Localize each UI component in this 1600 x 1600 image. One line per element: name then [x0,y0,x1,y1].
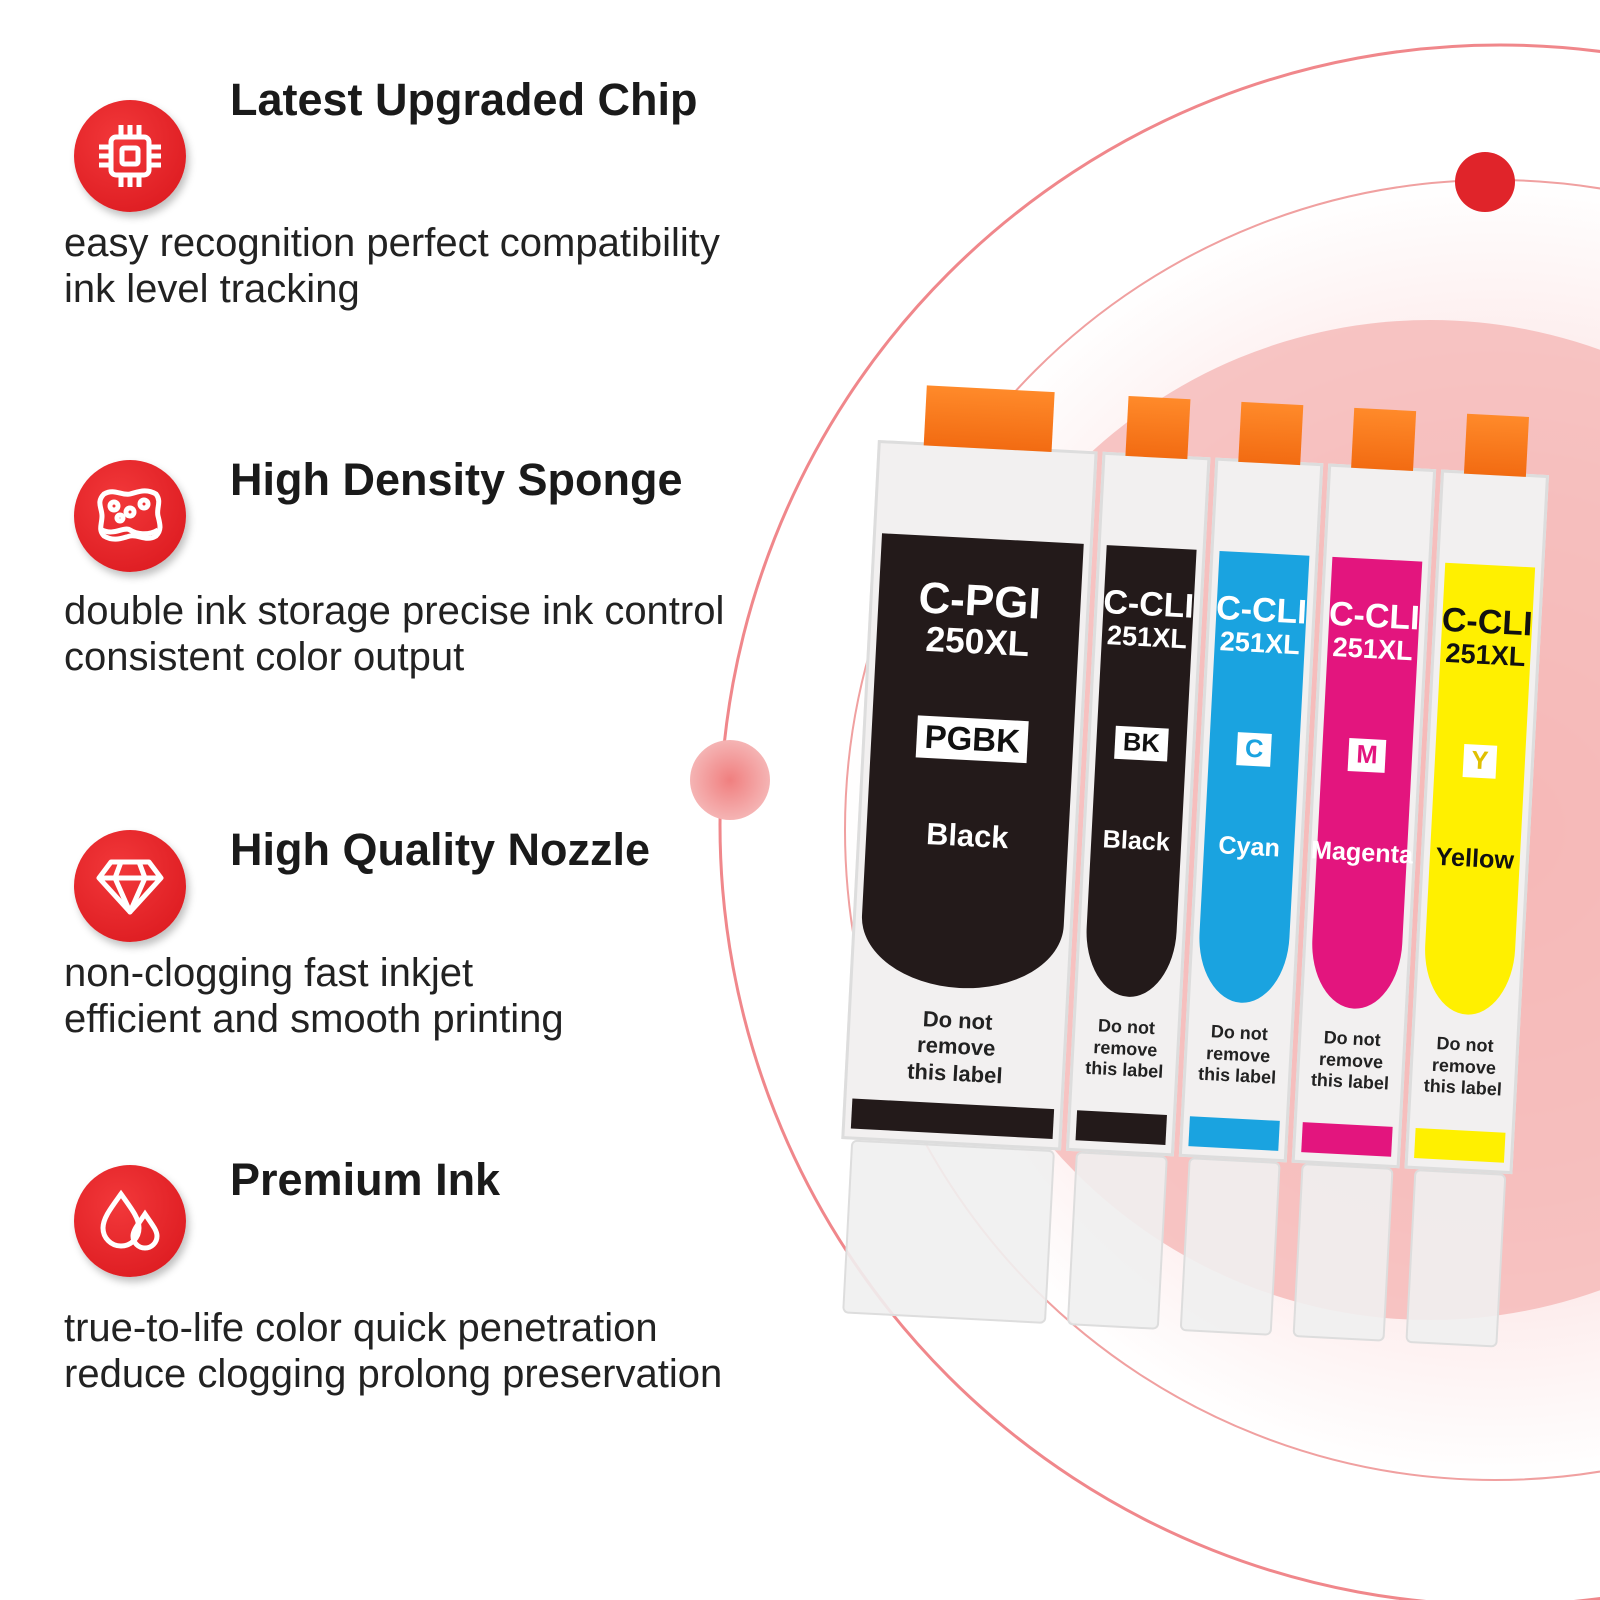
description-line: non-clogging fast inkjet [64,951,474,995]
cartridge-color-name: Black [1101,825,1171,857]
cartridge-code: M [1347,738,1387,773]
cartridge-base [1179,1157,1281,1336]
feature-title: High Quality Nozzle [230,824,651,875]
ink-drops-icon [74,1165,186,1277]
feature-title: High Density Sponge [230,454,683,505]
feature-title: Premium Ink [230,1154,501,1205]
background-ring [718,43,1600,1600]
warning-line: this label [1423,1075,1503,1100]
cartridge-bottom-band [1414,1128,1506,1163]
cartridge-bottom-band [1301,1122,1393,1157]
chip-icon [74,100,186,212]
cartridge-code: Y [1462,744,1498,779]
feature-description: true-to-life color quick penetration redu… [64,1305,722,1397]
cartridge-bottom-band [850,1098,1055,1140]
model-line: 251XL [1106,618,1188,655]
cartridge-model: C-CLI 251XL [1321,595,1426,667]
description-line: consistent color output [64,635,465,679]
cartridge-set: C-PGI 250XL PGBK Black Do not remove this l… [830,385,1569,1385]
cartridge-model: C-CLI 251XL [1095,583,1200,655]
description-line: reduce clogging prolong preservation [64,1352,723,1396]
cartridge-base [1405,1169,1507,1348]
cartridge-warning: Do not remove this label [1073,1014,1178,1084]
feature-title: Latest Upgraded Chip [230,74,698,125]
cartridge-color-name: Cyan [1217,831,1281,863]
description-line: easy recognition perfect compatibility [64,221,720,265]
cartridge-base [1292,1163,1394,1342]
model-line: 251XL [1331,630,1414,666]
cartridge-code: C [1236,732,1273,767]
cartridge-clip [1351,407,1416,471]
warning-line: this label [1084,1057,1164,1082]
cartridge-warning: Do not remove this label [1298,1026,1403,1096]
cartridge-bottom-band [1075,1110,1167,1145]
cartridge-base [1066,1151,1168,1330]
cartridge-warning: Do not remove this label [847,1002,1065,1092]
cartridge-color-name: Magenta [1310,836,1414,870]
decorative-dot [690,740,770,820]
description-line: double ink storage precise ink control [64,589,725,633]
cartridge-code: BK [1114,725,1169,762]
warning-line: this label [1197,1063,1277,1088]
cartridge-clip [923,385,1055,453]
model-line: 251XL [1444,636,1527,672]
cartridge-warning: Do not remove this label [1411,1032,1516,1102]
feature-description: double ink storage precise ink control co… [64,588,724,680]
cartridge-model: C-CLI 251XL [1208,589,1313,661]
description-line: ink level tracking [64,267,360,311]
feature-description: easy recognition perfect compatibility in… [64,220,720,312]
cartridge-code: PGBK [915,715,1030,764]
description-line: true-to-life color quick penetration [64,1306,658,1350]
model-line: 251XL [1219,624,1301,660]
cartridge-clip [1238,401,1303,466]
cartridge-warning: Do not remove this label [1186,1020,1291,1090]
decorative-dot [1455,152,1515,212]
feature-description: non-clogging fast inkjet efficient and sm… [64,950,564,1042]
warning-line: this label [1310,1069,1390,1094]
sponge-icon [74,460,186,572]
cartridge-black: C-PGI 250XL PGBK Black Do not remove this l… [841,385,1098,1151]
cartridge-model: C-PGI 250XL [870,573,1088,667]
cartridge-bottom-band [1188,1116,1280,1151]
cartridge-clip [1125,396,1191,460]
cartridge-color-name: Yellow [1434,842,1515,875]
cartridge-clip [1464,413,1529,477]
cartridge-base [842,1139,1055,1324]
diamond-icon [74,830,186,942]
description-line: efficient and smooth printing [64,997,564,1041]
cartridge-model: C-CLI 251XL [1434,601,1539,672]
